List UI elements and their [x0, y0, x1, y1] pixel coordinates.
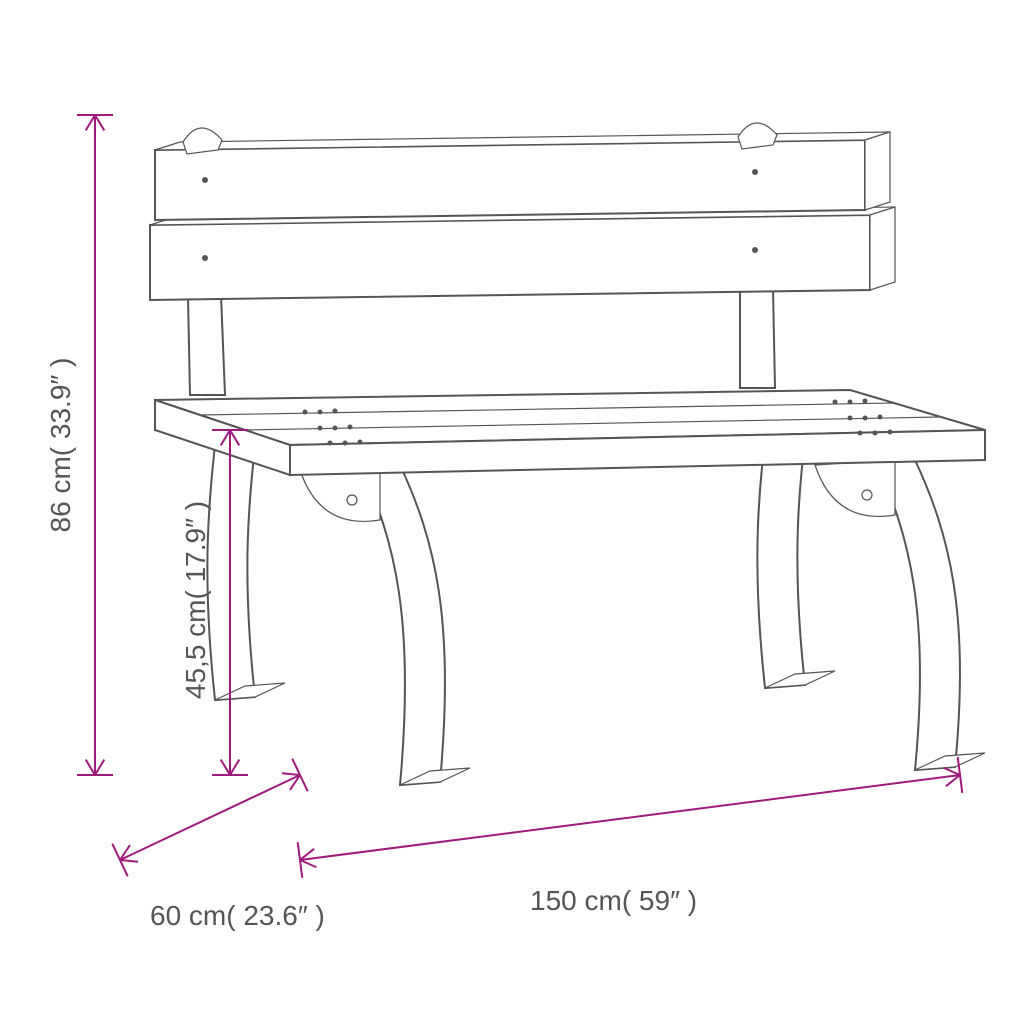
back-slat-lower-side [870, 207, 895, 290]
bolt [862, 490, 872, 500]
dim-label-seat-height: 45,5 cm( 17.9″ ) [180, 501, 211, 699]
back-slat-upper-side [865, 132, 890, 210]
cap-right [738, 123, 777, 149]
back-slat-lower-front [150, 215, 870, 300]
cap-left [183, 128, 222, 154]
dim-label-width: 150 cm( 59″ ) [530, 885, 697, 916]
bolt [347, 495, 357, 505]
dim-label-depth: 60 cm( 23.6″ ) [150, 900, 325, 931]
back-slat-upper-front [155, 140, 865, 220]
dim-label-total-height: 86 cm( 33.9″ ) [45, 358, 76, 533]
bracket-front-right [815, 460, 895, 516]
bench-drawing [150, 123, 985, 785]
